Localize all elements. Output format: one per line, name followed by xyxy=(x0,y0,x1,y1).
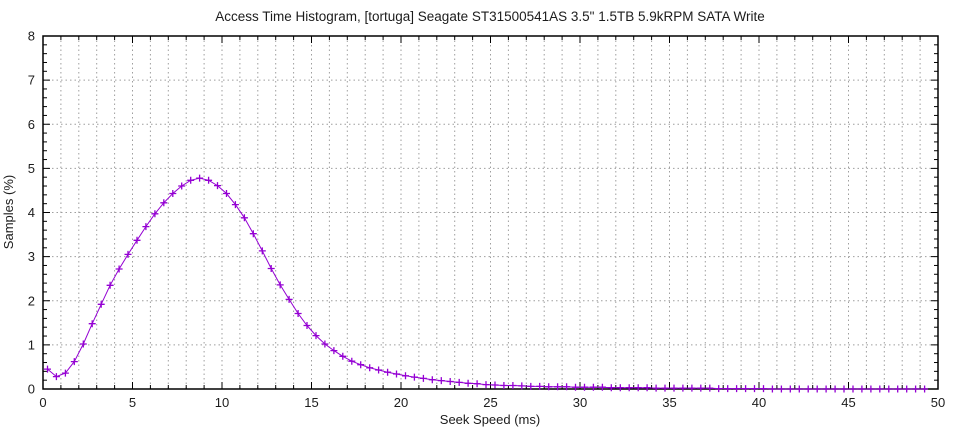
x-tick-label: 0 xyxy=(39,395,46,410)
y-tick-label: 5 xyxy=(28,161,35,176)
x-tick-label: 45 xyxy=(841,395,855,410)
x-tick-label: 30 xyxy=(573,395,587,410)
y-tick-label: 2 xyxy=(28,293,35,308)
x-tick-label: 25 xyxy=(483,395,497,410)
label-layer: Access Time Histogram, [tortuga] Seagate… xyxy=(1,9,765,427)
plot-border-layer xyxy=(42,35,939,390)
y-tick-label: 0 xyxy=(28,382,35,397)
plot-border xyxy=(42,35,939,390)
x-tick-label: 10 xyxy=(215,395,229,410)
x-tick-label: 15 xyxy=(304,395,318,410)
y-tick-label: 1 xyxy=(28,337,35,352)
y-tick-label: 4 xyxy=(28,205,35,220)
data-series-layer xyxy=(44,174,929,393)
grid-layer xyxy=(43,36,938,389)
data-series-line xyxy=(47,177,925,390)
y-tick-label: 3 xyxy=(28,249,35,264)
y-axis-label: Samples (%) xyxy=(1,175,16,249)
x-tick-label: 40 xyxy=(752,395,766,410)
y-tick-label: 8 xyxy=(28,29,35,44)
x-tick-label: 20 xyxy=(394,395,408,410)
y-tick-label: 6 xyxy=(28,117,35,132)
x-tick-label: 5 xyxy=(129,395,136,410)
y-tick-label: 7 xyxy=(28,73,35,88)
data-point-markers xyxy=(44,174,929,393)
chart-title: Access Time Histogram, [tortuga] Seagate… xyxy=(215,9,765,24)
x-tick-label: 50 xyxy=(931,395,945,410)
x-axis-label: Seek Speed (ms) xyxy=(440,412,540,427)
x-tick-label: 35 xyxy=(662,395,676,410)
